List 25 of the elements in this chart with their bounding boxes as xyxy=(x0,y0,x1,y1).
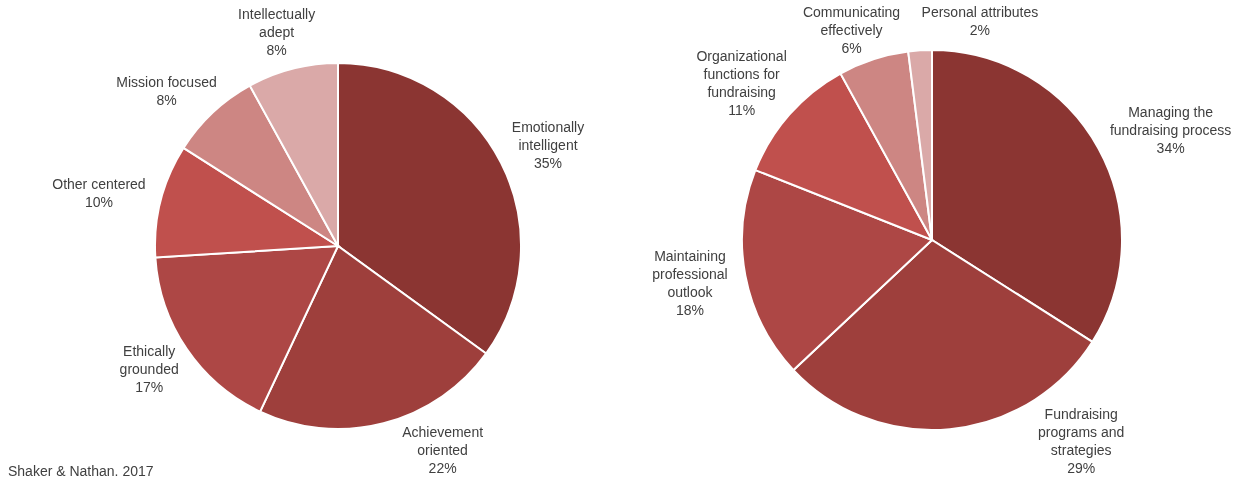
data-label: 11% xyxy=(728,101,756,118)
slice-label: Mission focused xyxy=(116,74,217,91)
slice-label: Communicating effectively xyxy=(802,4,901,38)
text: Shaker & Nathan. 2017 xyxy=(8,463,154,479)
slice-label: Fundraising programs and strategies xyxy=(1037,406,1125,458)
slice-label: Intellectually adept xyxy=(238,5,316,40)
slice-label: Other centered xyxy=(52,175,146,192)
slice-label: Personal attributes xyxy=(921,4,1039,21)
data-label: 18% xyxy=(675,302,704,319)
data-label: 8% xyxy=(156,92,177,109)
slice-label: Emotionally intelligent xyxy=(511,119,585,154)
data-label: 34% xyxy=(1156,139,1185,156)
slice-label: Managing the fundraising process xyxy=(1109,103,1232,138)
data-label: 2% xyxy=(969,22,991,39)
slice-label: Ethically grounded xyxy=(119,342,179,377)
slice-label: Organizational functions for fundraising xyxy=(696,47,787,100)
data-label: 17% xyxy=(135,378,164,395)
data-label: 35% xyxy=(533,155,563,172)
slice-label: Maintaining professional outlook xyxy=(652,248,728,301)
data-label: 10% xyxy=(84,193,113,210)
slice-label: Achievement oriented xyxy=(402,424,484,458)
data-label: 22% xyxy=(428,460,457,476)
data-label: 29% xyxy=(1067,460,1096,476)
data-label: 6% xyxy=(841,40,862,56)
data-label: 8% xyxy=(266,41,287,58)
